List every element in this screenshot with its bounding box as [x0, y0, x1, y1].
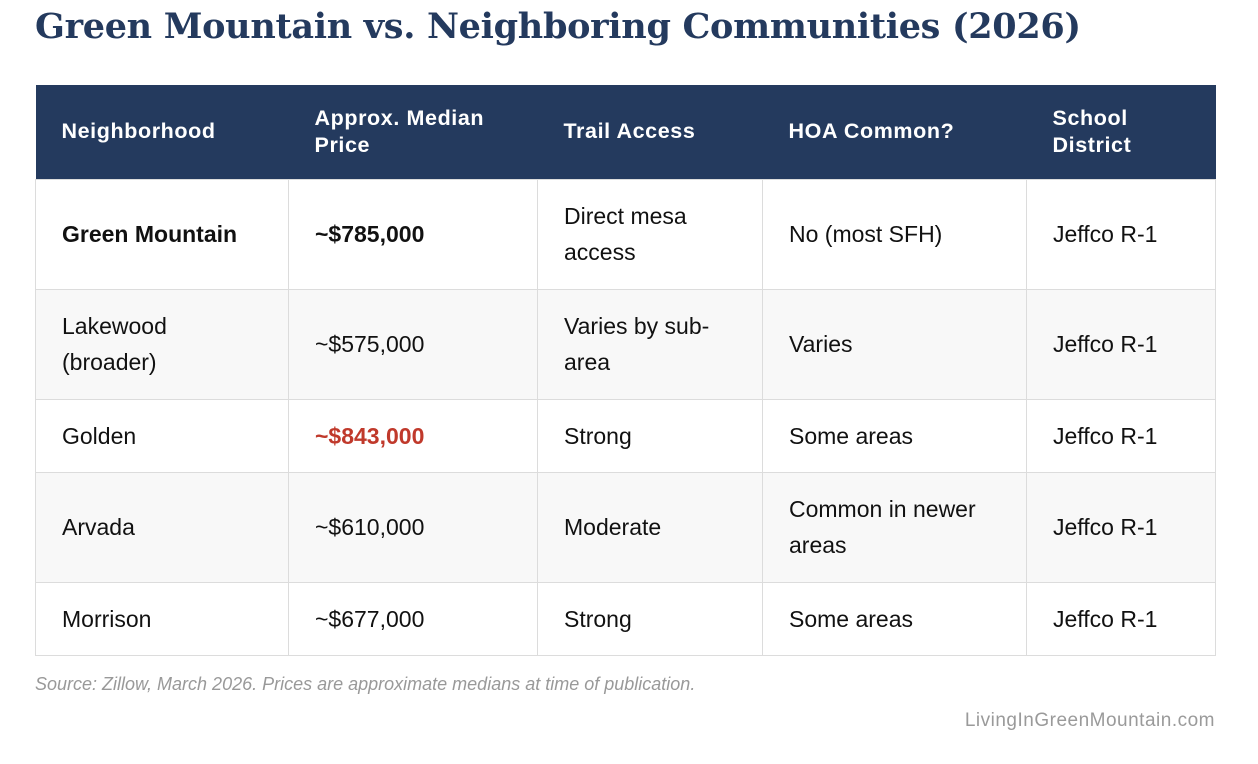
cell-trail-access: Strong: [537, 581, 763, 656]
table-row-lakewood: Lakewood (broader) ~$575,000 Varies by s…: [35, 288, 1216, 400]
cell-hoa-common: Common in newer areas: [762, 471, 1027, 583]
site-brand: LivingInGreenMountain.com: [964, 710, 1215, 731]
cell-neighborhood: Arvada: [35, 471, 289, 583]
cell-neighborhood: Lakewood (broader): [35, 288, 289, 400]
cell-median-price-highlight: ~$843,000: [288, 398, 538, 473]
table-header: Neighborhood Approx. Median Price Trail …: [35, 85, 1216, 179]
cell-neighborhood: Morrison: [35, 581, 289, 656]
cell-neighborhood: Golden: [35, 398, 289, 473]
cell-hoa-common: Some areas: [762, 581, 1027, 656]
cell-median-price: ~$677,000: [288, 581, 538, 656]
cell-trail-access: Direct mesa access: [537, 178, 763, 290]
column-header-neighborhood: Neighborhood: [35, 85, 289, 179]
cell-trail-access: Varies by sub-area: [537, 288, 763, 400]
cell-school-district: Jeffco R-1: [1026, 178, 1216, 290]
page-title: Green Mountain vs. Neighboring Communiti…: [35, 6, 1081, 47]
cell-hoa-common: No (most SFH): [762, 178, 1027, 290]
table-row-green-mountain: Green Mountain ~$785,000 Direct mesa acc…: [35, 178, 1216, 290]
cell-school-district: Jeffco R-1: [1026, 471, 1216, 583]
cell-hoa-common: Some areas: [762, 398, 1027, 473]
cell-neighborhood: Green Mountain: [35, 178, 289, 290]
cell-median-price: ~$575,000: [288, 288, 538, 400]
cell-median-price: ~$610,000: [288, 471, 538, 583]
comparison-table: Neighborhood Approx. Median Price Trail …: [35, 85, 1216, 656]
table-row-arvada: Arvada ~$610,000 Moderate Common in newe…: [35, 471, 1216, 583]
column-header-school-district: School District: [1026, 85, 1216, 179]
header-row: Neighborhood Approx. Median Price Trail …: [35, 85, 1216, 179]
cell-school-district: Jeffco R-1: [1026, 398, 1216, 473]
source-note: Source: Zillow, March 2026. Prices are a…: [35, 674, 696, 694]
cell-school-district: Jeffco R-1: [1026, 581, 1216, 656]
cell-school-district: Jeffco R-1: [1026, 288, 1216, 400]
cell-hoa-common: Varies: [762, 288, 1027, 400]
cell-trail-access: Moderate: [537, 471, 763, 583]
column-header-trail-access: Trail Access: [537, 85, 763, 179]
table-body: Green Mountain ~$785,000 Direct mesa acc…: [35, 178, 1216, 656]
table-row-morrison: Morrison ~$677,000 Strong Some areas Jef…: [35, 581, 1216, 656]
cell-trail-access: Strong: [537, 398, 763, 473]
cell-median-price: ~$785,000: [288, 178, 538, 290]
column-header-median-price: Approx. Median Price: [288, 85, 538, 179]
column-header-hoa-common: HOA Common?: [762, 85, 1027, 179]
table-row-golden: Golden ~$843,000 Strong Some areas Jeffc…: [35, 398, 1216, 473]
